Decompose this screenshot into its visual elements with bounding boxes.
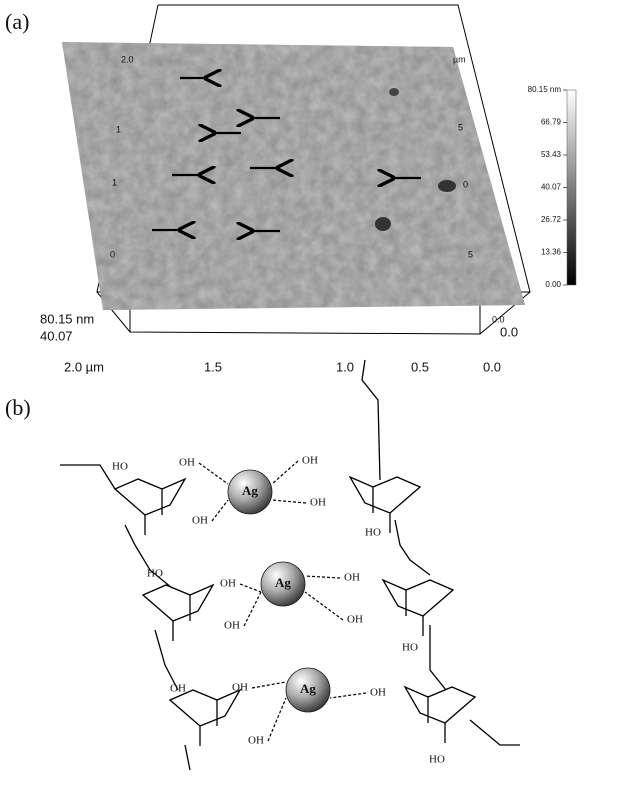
afm-surface: [62, 42, 525, 310]
bond: [60, 465, 115, 489]
hydroxyl-label: HO: [402, 642, 418, 654]
right-tick-label: 5: [468, 249, 473, 259]
figure: (a) 2.0 µm 1.5 1.0 0.5 0.0 80.15 nm 40.07 0.0 2.…: [0, 0, 620, 799]
hydrogen-bond: [272, 461, 298, 484]
hydrogen-bond: [212, 500, 228, 521]
left-tick-label: 1: [116, 124, 121, 134]
hydroxyl-label: OH: [170, 683, 186, 695]
colorbar-label: 80.15 nm: [528, 85, 562, 94]
hydroxyl-label: OH: [347, 614, 363, 626]
z-label: 80.15 nm: [40, 311, 94, 326]
sugar-ring: [405, 687, 475, 723]
sugar-ring: [350, 477, 420, 513]
hydroxyl-label: OH: [302, 455, 318, 467]
hydroxyl-label: HO: [112, 461, 128, 473]
colorbar: [567, 90, 576, 285]
colorbar-label: 53.43: [541, 150, 562, 159]
hydroxyl-label: OH: [179, 457, 195, 469]
left-tick-label: 1: [112, 177, 117, 187]
z-label: 0.0: [500, 324, 518, 339]
hydroxyl-label: HO: [365, 527, 381, 539]
left-tick-label: 0: [110, 249, 115, 259]
silver-label: Ag: [242, 483, 258, 498]
x-tick-label: 0.5: [411, 359, 429, 374]
colorbar-label: 40.07: [541, 183, 562, 192]
hydrogen-bond: [252, 682, 286, 688]
x-tick-label: 0.0: [483, 359, 501, 374]
left-tick-label: 2.0: [121, 54, 134, 64]
hydroxyl-label: OH: [310, 497, 326, 509]
silver-label: Ag: [275, 575, 291, 590]
hydrogen-bond: [240, 584, 261, 592]
panel-label: (a): [5, 9, 29, 34]
x-tick-label: 1.5: [204, 359, 222, 374]
bond: [470, 720, 520, 745]
hydroxyl-label: OH: [232, 682, 248, 694]
hydrogen-bond: [305, 592, 343, 620]
x-tick-label: 2.0 µm: [64, 359, 104, 374]
hydroxyl-label: OH: [344, 572, 360, 584]
hydroxyl-label: OH: [248, 735, 264, 747]
hydroxyl-label: OH: [370, 687, 386, 699]
bond: [155, 630, 178, 690]
right-tick-label: 5: [458, 122, 463, 132]
right-tick-label: 0: [463, 179, 468, 189]
bond: [362, 360, 380, 480]
bond: [430, 625, 446, 690]
sugar-ring: [115, 479, 185, 515]
silver-label: Ag: [300, 681, 316, 696]
bond: [395, 520, 430, 575]
sugar-ring: [143, 585, 213, 621]
hydrogen-bond: [305, 576, 340, 578]
colorbar-label: 26.72: [541, 215, 562, 224]
hydrogen-bond: [268, 698, 286, 741]
sugar-ring: [170, 690, 240, 726]
hydroxyl-label: OH: [220, 578, 236, 590]
z-label: 40.07: [40, 328, 73, 343]
sugar-ring: [383, 580, 453, 616]
hydroxyl-label: OH: [192, 515, 208, 527]
right-tick-label: µm: [453, 54, 466, 64]
hydrogen-bond: [199, 463, 228, 484]
right-tick-label: 0.0: [492, 314, 505, 324]
hydrogen-bond: [272, 500, 306, 503]
hydroxyl-label: HO: [429, 754, 445, 766]
panel-label: (b): [5, 395, 31, 420]
colorbar-label: 66.79: [541, 118, 562, 127]
colorbar-label: 13.36: [541, 248, 562, 257]
hydrogen-bond: [244, 592, 261, 626]
hydrogen-bond: [330, 693, 366, 698]
hydroxyl-label: HO: [147, 568, 163, 580]
x-tick-label: 1.0: [336, 359, 354, 374]
bond: [185, 745, 190, 770]
colorbar-label: 0.00: [545, 280, 561, 289]
hydroxyl-label: OH: [224, 620, 240, 632]
